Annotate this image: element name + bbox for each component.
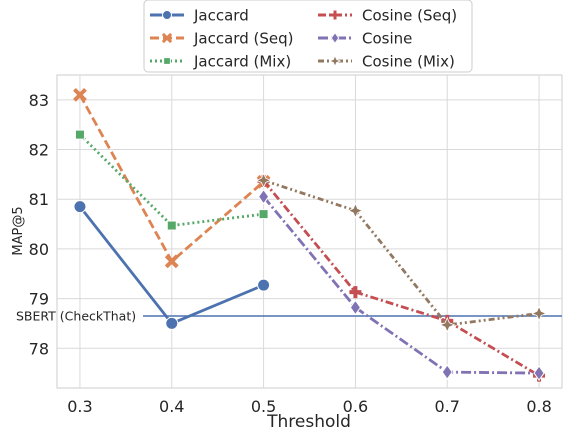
- y-tick-labels: 78 79 80 81 82 83: [29, 91, 49, 358]
- data-point: [439, 316, 456, 333]
- legend-item: Cosine: [318, 30, 412, 48]
- legend-label: Cosine (Seq): [362, 7, 457, 25]
- legend-item: Jaccard: [150, 7, 249, 25]
- series-jaccard: [73, 200, 271, 330]
- series-line: [263, 179, 540, 327]
- x-tick-label: 0.8: [526, 397, 551, 416]
- x-tick-label: 0.5: [251, 397, 276, 416]
- legend-item: Cosine (Seq): [318, 7, 457, 25]
- legend-box: [143, 0, 473, 73]
- reference-line-label: SBERT (CheckThat): [16, 308, 136, 323]
- data-point: [349, 286, 362, 299]
- series-cosine-mix: [255, 172, 548, 333]
- data-point: [347, 202, 364, 219]
- y-axis-title: MAP@5: [11, 206, 26, 255]
- data-point: [163, 57, 171, 65]
- series-line: [262, 179, 540, 377]
- x-tick-label: 0.7: [435, 397, 460, 416]
- legend-item: Cosine (Mix): [318, 53, 455, 71]
- data-point: [166, 220, 177, 231]
- data-point: [441, 364, 453, 380]
- data-point: [161, 32, 173, 44]
- series-jaccard-mix: [74, 129, 269, 231]
- data-point: [257, 278, 271, 292]
- series-line: [262, 195, 540, 375]
- grid-lines: [57, 75, 562, 388]
- data-point: [330, 31, 340, 45]
- x-tick-label: 0.6: [343, 397, 368, 416]
- data-point: [258, 209, 269, 220]
- y-tick-label: 82: [29, 141, 49, 160]
- y-tick-label: 81: [29, 190, 49, 209]
- x-tick-labels: 0.3 0.4 0.5 0.6 0.7 0.8: [67, 397, 552, 416]
- data-point: [73, 200, 87, 214]
- data-point: [257, 188, 270, 205]
- data-point: [74, 129, 85, 140]
- legend-label: Jaccard: [193, 7, 249, 25]
- legend-item: Jaccard (Mix): [150, 53, 291, 71]
- series-line: [78, 133, 264, 227]
- data-point: [255, 172, 272, 189]
- x-axis-title: Threshold: [266, 412, 351, 432]
- series-cosine: [257, 188, 545, 381]
- data-point: [533, 365, 545, 381]
- legend-label: Jaccard (Seq): [193, 30, 293, 48]
- data-point: [164, 254, 179, 269]
- x-tick-label: 0.3: [67, 397, 92, 416]
- y-tick-label: 83: [29, 91, 49, 110]
- y-tick-label: 80: [29, 240, 49, 259]
- legend-label: Cosine (Mix): [362, 53, 455, 71]
- data-point: [328, 54, 342, 68]
- legend: Jaccard Jaccard (Seq) Jaccard (Mix) Cosine …: [143, 0, 473, 73]
- data-point: [531, 305, 548, 322]
- data-point: [162, 10, 172, 20]
- plot-area: [56, 74, 563, 389]
- series-group: [73, 87, 548, 382]
- data-point: [165, 316, 179, 330]
- x-tick-label: 0.4: [159, 397, 184, 416]
- data-point: [73, 87, 87, 102]
- reference-line-group: SBERT (CheckThat): [16, 308, 562, 323]
- data-point: [330, 10, 340, 20]
- legend-label: Cosine: [362, 30, 412, 48]
- y-tick-label: 79: [29, 290, 49, 309]
- data-point: [349, 299, 362, 316]
- legend-item: Jaccard (Seq): [150, 30, 293, 48]
- y-tick-label: 78: [29, 339, 49, 358]
- legend-label: Jaccard (Mix): [193, 53, 291, 71]
